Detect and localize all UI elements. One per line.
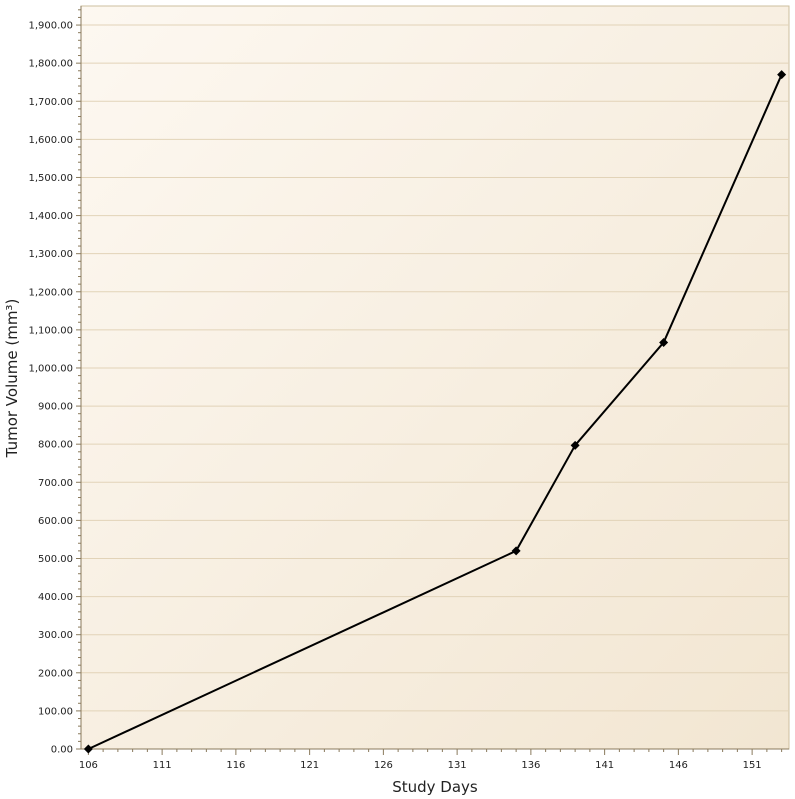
y-tick-label: 1,600.00 bbox=[28, 135, 73, 146]
x-axis: 106 111 116 121 126 131 136 141 146 151 bbox=[79, 748, 789, 771]
grid-lines bbox=[81, 24, 789, 712]
x-tick-label: 111 bbox=[153, 760, 172, 771]
x-tick-label: 131 bbox=[448, 760, 467, 771]
y-tick-label: 600.00 bbox=[38, 516, 73, 527]
data-point-marker bbox=[570, 440, 580, 450]
y-tick-label: 800.00 bbox=[38, 440, 73, 451]
y-tick-label: 1,100.00 bbox=[28, 325, 73, 336]
plot-area bbox=[80, 5, 790, 750]
x-tick-label: 116 bbox=[226, 760, 245, 771]
y-axis: 0.00 100.00 200.00 300.00 400.00 500.00 600.00… bbox=[28, 6, 82, 756]
y-tick-label: 1,500.00 bbox=[28, 173, 73, 184]
data-point-marker bbox=[777, 70, 787, 80]
x-tick-label: 126 bbox=[374, 760, 393, 771]
y-axis-title: Tumor Volume (mm³) bbox=[3, 299, 21, 459]
y-tick-label: 1,400.00 bbox=[28, 211, 73, 222]
series-layer bbox=[83, 70, 787, 754]
y-tick-label: 700.00 bbox=[38, 478, 73, 489]
x-axis-title: Study Days bbox=[392, 778, 478, 796]
y-tick-label: 0.00 bbox=[51, 745, 73, 756]
y-tick-label: 1,900.00 bbox=[28, 21, 73, 32]
x-tick-label: 151 bbox=[743, 760, 762, 771]
data-point-marker bbox=[659, 337, 669, 347]
data-point-marker bbox=[511, 546, 521, 556]
y-tick-label: 400.00 bbox=[38, 592, 73, 603]
y-tick-label: 1,300.00 bbox=[28, 249, 73, 260]
y-tick-label: 200.00 bbox=[38, 668, 73, 679]
y-tick-label: 1,800.00 bbox=[28, 59, 73, 70]
x-tick-label: 136 bbox=[521, 760, 540, 771]
y-tick-label: 1,000.00 bbox=[28, 363, 73, 374]
y-tick-label: 100.00 bbox=[38, 706, 73, 717]
y-tick-label: 500.00 bbox=[38, 554, 73, 565]
x-tick-label: 146 bbox=[669, 760, 688, 771]
data-point-marker bbox=[83, 744, 93, 754]
y-tick-label: 1,700.00 bbox=[28, 97, 73, 108]
x-tick-label: 121 bbox=[300, 760, 319, 771]
y-tick-label: 300.00 bbox=[38, 630, 73, 641]
x-tick-label: 106 bbox=[79, 760, 98, 771]
y-tick-label: 900.00 bbox=[38, 402, 73, 413]
y-tick-label: 1,200.00 bbox=[28, 287, 73, 298]
x-tick-label: 141 bbox=[595, 760, 614, 771]
